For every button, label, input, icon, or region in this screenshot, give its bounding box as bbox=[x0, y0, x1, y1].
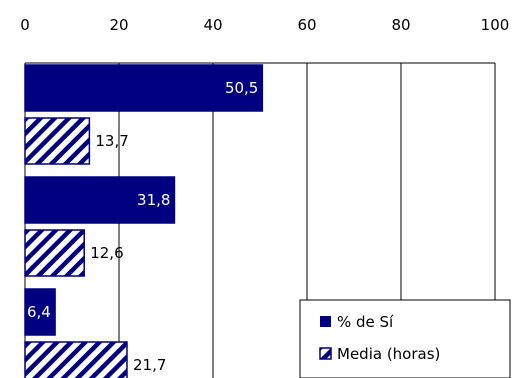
data-label: 21,7 bbox=[133, 356, 166, 374]
legend-swatch-hatched bbox=[319, 347, 332, 360]
data-label: 50,5 bbox=[225, 79, 258, 97]
data-label: 13,7 bbox=[95, 132, 128, 150]
bar-porcentaje-si bbox=[24, 176, 176, 224]
data-label: 31,8 bbox=[137, 191, 170, 209]
x-axis-ticks: 0 20 40 60 80 100 bbox=[20, 16, 509, 34]
bar-media-horas bbox=[24, 117, 91, 165]
bars bbox=[24, 64, 264, 378]
legend: % de Sí Media (horas) bbox=[299, 299, 511, 378]
bar-media-horas bbox=[24, 229, 85, 277]
data-labels: 50,5 13,7 31,8 12,6 6,4 21,7 bbox=[27, 79, 258, 374]
legend-label: Media (horas) bbox=[337, 345, 440, 363]
legend-box bbox=[299, 299, 511, 378]
legend-label: % de Sí bbox=[337, 313, 394, 331]
x-tick-label: 20 bbox=[109, 16, 128, 34]
bar-porcentaje-si bbox=[24, 288, 56, 336]
x-tick-label: 100 bbox=[481, 16, 510, 34]
data-label: 6,4 bbox=[27, 303, 51, 321]
bar-porcentaje-si bbox=[24, 64, 264, 112]
data-label: 12,6 bbox=[90, 244, 123, 262]
legend-swatch-solid bbox=[320, 316, 331, 327]
x-tick-label: 0 bbox=[20, 16, 30, 34]
x-tick-label: 40 bbox=[203, 16, 222, 34]
x-tick-label: 60 bbox=[297, 16, 316, 34]
x-tick-label: 80 bbox=[391, 16, 410, 34]
grid-lines bbox=[24, 62, 496, 378]
bar-media-horas bbox=[24, 341, 128, 378]
